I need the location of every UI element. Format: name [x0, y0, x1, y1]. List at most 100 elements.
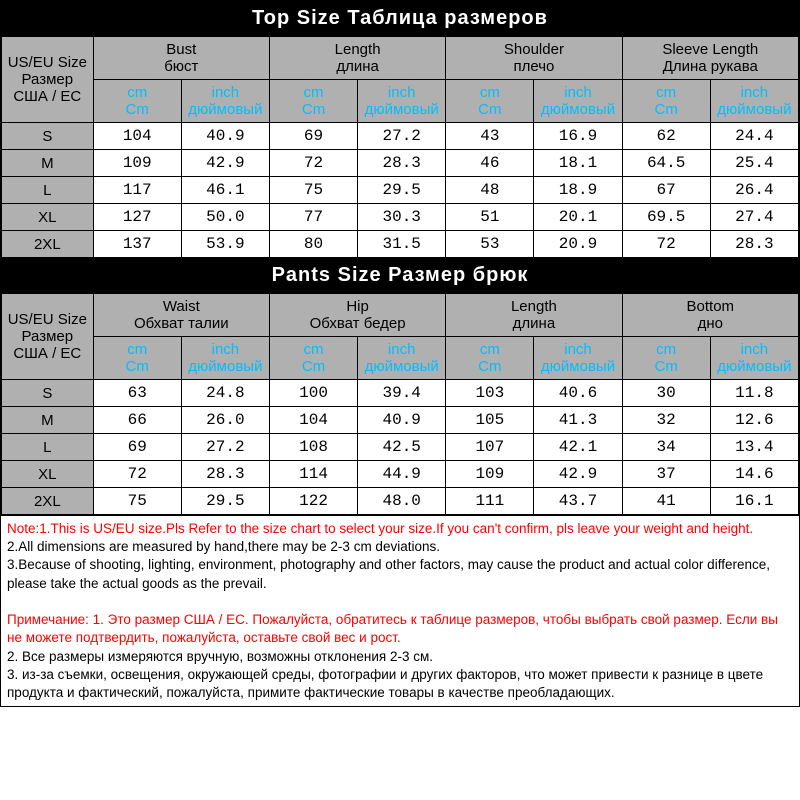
unit-cm: cmCm [622, 337, 710, 380]
measurement-cell: 27.4 [710, 204, 798, 231]
note-en-1: Note:1.This is US/EU size.Pls Refer to t… [7, 521, 753, 536]
note-ru-3: 3. из-за съемки, освещения, окружающей с… [7, 667, 763, 700]
measurement-cell: 30.3 [358, 204, 446, 231]
measurement-cell: 16.9 [534, 123, 622, 150]
measurement-cell: 20.9 [534, 231, 622, 258]
measurement-cell: 42.1 [534, 434, 622, 461]
unit-cm: cmCm [269, 337, 357, 380]
unit-cm: cmCm [93, 337, 181, 380]
measurement-cell: 24.8 [181, 380, 269, 407]
measurement-cell: 24.4 [710, 123, 798, 150]
note-ru-2: 2. Все размеры измеряются вручную, возмо… [7, 649, 433, 664]
measurement-cell: 46.1 [181, 177, 269, 204]
measurement-cell: 28.3 [358, 150, 446, 177]
measurement-cell: 104 [269, 407, 357, 434]
measurement-cell: 40.9 [358, 407, 446, 434]
measurement-cell: 42.5 [358, 434, 446, 461]
measurement-cell: 80 [269, 231, 357, 258]
unit-inch: inchдюймовый [358, 337, 446, 380]
size-label: L [2, 177, 94, 204]
measurement-cell: 117 [93, 177, 181, 204]
measurement-cell: 30 [622, 380, 710, 407]
unit-cm: cmCm [446, 337, 534, 380]
measurement-cell: 51 [446, 204, 534, 231]
measurement-cell: 72 [622, 231, 710, 258]
measurement-cell: 50.0 [181, 204, 269, 231]
measurement-cell: 122 [269, 488, 357, 515]
measurement-cell: 13.4 [710, 434, 798, 461]
notes-section: Note:1.This is US/EU size.Pls Refer to t… [1, 515, 799, 706]
col-waist: WaistОбхват талии [93, 294, 269, 337]
pants-size-table: US/EU Size Размер США / ЕС WaistОбхват т… [1, 293, 799, 515]
table-row: M6626.010440.910541.33212.6 [2, 407, 799, 434]
measurement-cell: 34 [622, 434, 710, 461]
measurement-cell: 69 [93, 434, 181, 461]
measurement-cell: 43 [446, 123, 534, 150]
measurement-cell: 44.9 [358, 461, 446, 488]
measurement-cell: 29.5 [181, 488, 269, 515]
col-hip: HipОбхват бедер [269, 294, 445, 337]
col-length-p: Lengthдлина [446, 294, 622, 337]
measurement-cell: 26.4 [710, 177, 798, 204]
measurement-cell: 40.9 [181, 123, 269, 150]
measurement-cell: 53 [446, 231, 534, 258]
measurement-cell: 104 [93, 123, 181, 150]
measurement-cell: 20.1 [534, 204, 622, 231]
measurement-cell: 28.3 [181, 461, 269, 488]
table-row: XL7228.311444.910942.93714.6 [2, 461, 799, 488]
pants-header-row-1: US/EU Size Размер США / ЕС WaistОбхват т… [2, 294, 799, 337]
size-label: L [2, 434, 94, 461]
measurement-cell: 72 [269, 150, 357, 177]
size-label: S [2, 380, 94, 407]
measurement-cell: 11.8 [710, 380, 798, 407]
measurement-cell: 31.5 [358, 231, 446, 258]
size-header: US/EU Size Размер США / ЕС [2, 294, 94, 380]
size-chart-container: Top Size Таблица размеров US/EU Size Раз… [0, 0, 800, 707]
measurement-cell: 75 [93, 488, 181, 515]
measurement-cell: 18.1 [534, 150, 622, 177]
measurement-cell: 62 [622, 123, 710, 150]
table-row: S10440.96927.24316.96224.4 [2, 123, 799, 150]
unit-inch: inchдюймовый [710, 80, 798, 123]
unit-inch: inchдюймовый [534, 337, 622, 380]
unit-inch: inchдюймовый [534, 80, 622, 123]
measurement-cell: 137 [93, 231, 181, 258]
unit-cm: cmCm [446, 80, 534, 123]
measurement-cell: 48.0 [358, 488, 446, 515]
top-size-title: Top Size Таблица размеров [1, 1, 799, 36]
measurement-cell: 48 [446, 177, 534, 204]
measurement-cell: 66 [93, 407, 181, 434]
measurement-cell: 26.0 [181, 407, 269, 434]
measurement-cell: 72 [93, 461, 181, 488]
measurement-cell: 37 [622, 461, 710, 488]
table-row: 2XL13753.98031.55320.97228.3 [2, 231, 799, 258]
table-row: L11746.17529.54818.96726.4 [2, 177, 799, 204]
table-row: S6324.810039.410340.63011.8 [2, 380, 799, 407]
measurement-cell: 108 [269, 434, 357, 461]
measurement-cell: 105 [446, 407, 534, 434]
size-header: US/EU Size Размер США / ЕС [2, 37, 94, 123]
size-label: S [2, 123, 94, 150]
top-size-table: US/EU Size Размер США / ЕС Bustбюст Leng… [1, 36, 799, 258]
table-row: XL12750.07730.35120.169.527.4 [2, 204, 799, 231]
size-label: 2XL [2, 488, 94, 515]
table-row: 2XL7529.512248.011143.74116.1 [2, 488, 799, 515]
note-en-2: 2.All dimensions are measured by hand,th… [7, 539, 440, 554]
pants-header-row-2: cmCm inchдюймовый cmCm inchдюймовый cmCm… [2, 337, 799, 380]
measurement-cell: 32 [622, 407, 710, 434]
unit-inch: inchдюймовый [181, 80, 269, 123]
measurement-cell: 111 [446, 488, 534, 515]
measurement-cell: 25.4 [710, 150, 798, 177]
top-header-row-2: cmCm inchдюймовый cmCm inchдюймовый cmCm… [2, 80, 799, 123]
measurement-cell: 75 [269, 177, 357, 204]
measurement-cell: 41.3 [534, 407, 622, 434]
measurement-cell: 42.9 [534, 461, 622, 488]
col-length: Lengthдлина [269, 37, 445, 80]
measurement-cell: 77 [269, 204, 357, 231]
unit-inch: inchдюймовый [181, 337, 269, 380]
table-row: L6927.210842.510742.13413.4 [2, 434, 799, 461]
col-shoulder: Shoulderплечо [446, 37, 622, 80]
measurement-cell: 64.5 [622, 150, 710, 177]
unit-cm: cmCm [622, 80, 710, 123]
measurement-cell: 69 [269, 123, 357, 150]
